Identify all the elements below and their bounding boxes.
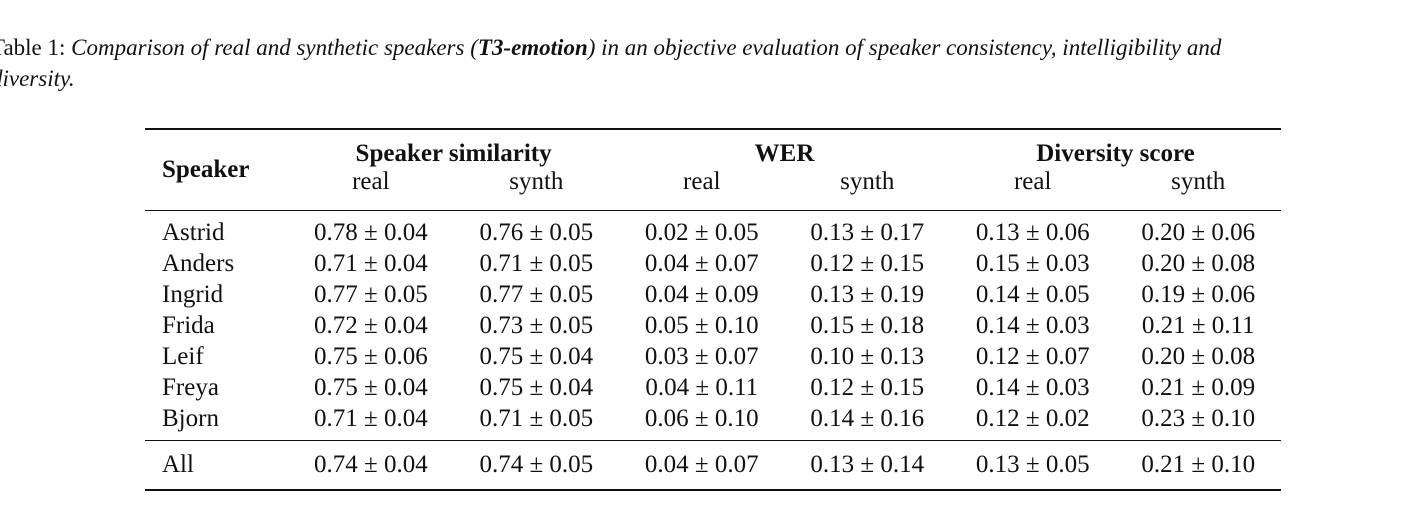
table-cell: 0.77 ± 0.05: [479, 281, 594, 308]
table-cell: 0.71 ± 0.04: [313, 405, 428, 432]
sub-header: real: [683, 168, 721, 195]
table-cell: 0.72 ± 0.04: [313, 312, 428, 339]
speaker-name: Astrid: [162, 219, 225, 246]
speaker-name: Anders: [162, 250, 235, 277]
table-cell: 0.12 ± 0.02: [975, 405, 1090, 432]
table-cell: 0.02 ± 0.05: [644, 219, 759, 246]
speaker-name: Freya: [162, 374, 219, 401]
table-cell: 0.03 ± 0.07: [644, 343, 759, 370]
summary-cell: 0.13 ± 0.14: [810, 451, 925, 478]
group-header-similarity: Speaker similarity: [355, 140, 552, 167]
table-cell: 0.13 ± 0.06: [975, 219, 1090, 246]
table-cell: 0.12 ± 0.07: [975, 343, 1090, 370]
table-cell: 0.14 ± 0.05: [975, 281, 1090, 308]
table-cell: 0.78 ± 0.04: [313, 219, 428, 246]
table-cell: 0.23 ± 0.10: [1141, 405, 1256, 432]
caption-text-a: Comparison of real and synthetic speaker…: [71, 35, 478, 60]
table-cell: 0.13 ± 0.19: [810, 281, 925, 308]
table-cell: 0.04 ± 0.09: [644, 281, 759, 308]
sub-header-row: real synth real synth real synth: [145, 168, 1281, 211]
table-row: Bjorn 0.71 ± 0.04 0.71 ± 0.05 0.06 ± 0.1…: [145, 403, 1281, 441]
table-cell: 0.20 ± 0.06: [1141, 219, 1256, 246]
table-cell: 0.75 ± 0.06: [313, 343, 428, 370]
summary-cell: 0.74 ± 0.04: [313, 451, 428, 478]
table-row: Frida 0.72 ± 0.04 0.73 ± 0.05 0.05 ± 0.1…: [145, 310, 1281, 341]
table-cell: 0.21 ± 0.11: [1141, 312, 1255, 339]
caption-text-b: ) in an objective evaluation of speaker …: [587, 35, 1222, 60]
table-caption: Table 1: Comparison of real and syntheti…: [0, 32, 1417, 94]
speaker-column-header: Speaker: [162, 156, 250, 183]
table-cell: 0.15 ± 0.03: [975, 250, 1090, 277]
table-cell: 0.73 ± 0.05: [479, 312, 594, 339]
summary-label: All: [162, 451, 194, 478]
table-head: Speaker Speaker similarity WER Diversity…: [145, 129, 1281, 211]
table-cell: 0.12 ± 0.15: [810, 250, 925, 277]
table-cell: 0.06 ± 0.10: [644, 405, 759, 432]
summary-cell: 0.04 ± 0.07: [644, 451, 759, 478]
table-cell: 0.20 ± 0.08: [1141, 343, 1256, 370]
speaker-name: Bjorn: [162, 405, 219, 432]
table-cell: 0.04 ± 0.11: [645, 374, 759, 401]
sub-header: synth: [840, 168, 895, 195]
table-cell: 0.71 ± 0.05: [479, 250, 594, 277]
table-cell: 0.19 ± 0.06: [1141, 281, 1256, 308]
table-cell: 0.04 ± 0.07: [644, 250, 759, 277]
table-cell: 0.14 ± 0.03: [975, 312, 1090, 339]
table-row: Leif 0.75 ± 0.06 0.75 ± 0.04 0.03 ± 0.07…: [145, 341, 1281, 372]
caption-line-1: Table 1: Comparison of real and syntheti…: [0, 32, 1417, 63]
speaker-name: Frida: [162, 312, 215, 339]
table-row: Anders 0.71 ± 0.04 0.71 ± 0.05 0.04 ± 0.…: [145, 248, 1281, 279]
table-cell: 0.76 ± 0.05: [479, 219, 594, 246]
sub-header: synth: [1171, 168, 1226, 195]
summary-cell: 0.21 ± 0.10: [1141, 451, 1256, 478]
caption-model-name: T3-emotion: [477, 35, 588, 60]
table-cell: 0.71 ± 0.04: [313, 250, 428, 277]
table-cell: 0.75 ± 0.04: [479, 374, 594, 401]
table-body: Astrid 0.78 ± 0.04 0.76 ± 0.05 0.02 ± 0.…: [145, 210, 1281, 490]
group-header-row: Speaker Speaker similarity WER Diversity…: [145, 129, 1281, 183]
results-table-container: Speaker Speaker similarity WER Diversity…: [145, 128, 1281, 491]
table-cell: 0.20 ± 0.08: [1141, 250, 1256, 277]
table-cell: 0.14 ± 0.03: [975, 374, 1090, 401]
sub-header: real: [1013, 168, 1052, 195]
table-cell: 0.12 ± 0.15: [810, 374, 925, 401]
table-cell: 0.13 ± 0.17: [810, 219, 925, 246]
table-row: Astrid 0.78 ± 0.04 0.76 ± 0.05 0.02 ± 0.…: [145, 210, 1281, 249]
speaker-name: Ingrid: [162, 281, 224, 308]
table-row: Freya 0.75 ± 0.04 0.75 ± 0.04 0.04 ± 0.1…: [145, 372, 1281, 403]
table-cell: 0.71 ± 0.05: [479, 405, 594, 432]
speaker-name: Leif: [162, 343, 204, 370]
table-cell: 0.14 ± 0.16: [810, 405, 925, 432]
summary-cell: 0.13 ± 0.05: [975, 451, 1090, 478]
group-header-wer: WER: [754, 140, 815, 167]
table-cell: 0.75 ± 0.04: [479, 343, 594, 370]
results-table: Speaker Speaker similarity WER Diversity…: [145, 128, 1281, 491]
table-cell: 0.75 ± 0.04: [313, 374, 428, 401]
table-cell: 0.77 ± 0.05: [313, 281, 428, 308]
table-cell: 0.21 ± 0.09: [1141, 374, 1256, 401]
table-cell: 0.05 ± 0.10: [644, 312, 759, 339]
summary-cell: 0.74 ± 0.05: [479, 451, 594, 478]
table-cell: 0.10 ± 0.13: [810, 343, 925, 370]
sub-header: real: [352, 168, 390, 195]
table-cell: 0.15 ± 0.18: [810, 312, 925, 339]
summary-row: All 0.74 ± 0.04 0.74 ± 0.05 0.04 ± 0.07 …: [145, 440, 1281, 490]
table-row: Ingrid 0.77 ± 0.05 0.77 ± 0.05 0.04 ± 0.…: [145, 279, 1281, 310]
group-header-diversity: Diversity score: [1036, 140, 1195, 167]
sub-header: synth: [509, 168, 564, 195]
caption-label: Table 1:: [0, 35, 66, 60]
